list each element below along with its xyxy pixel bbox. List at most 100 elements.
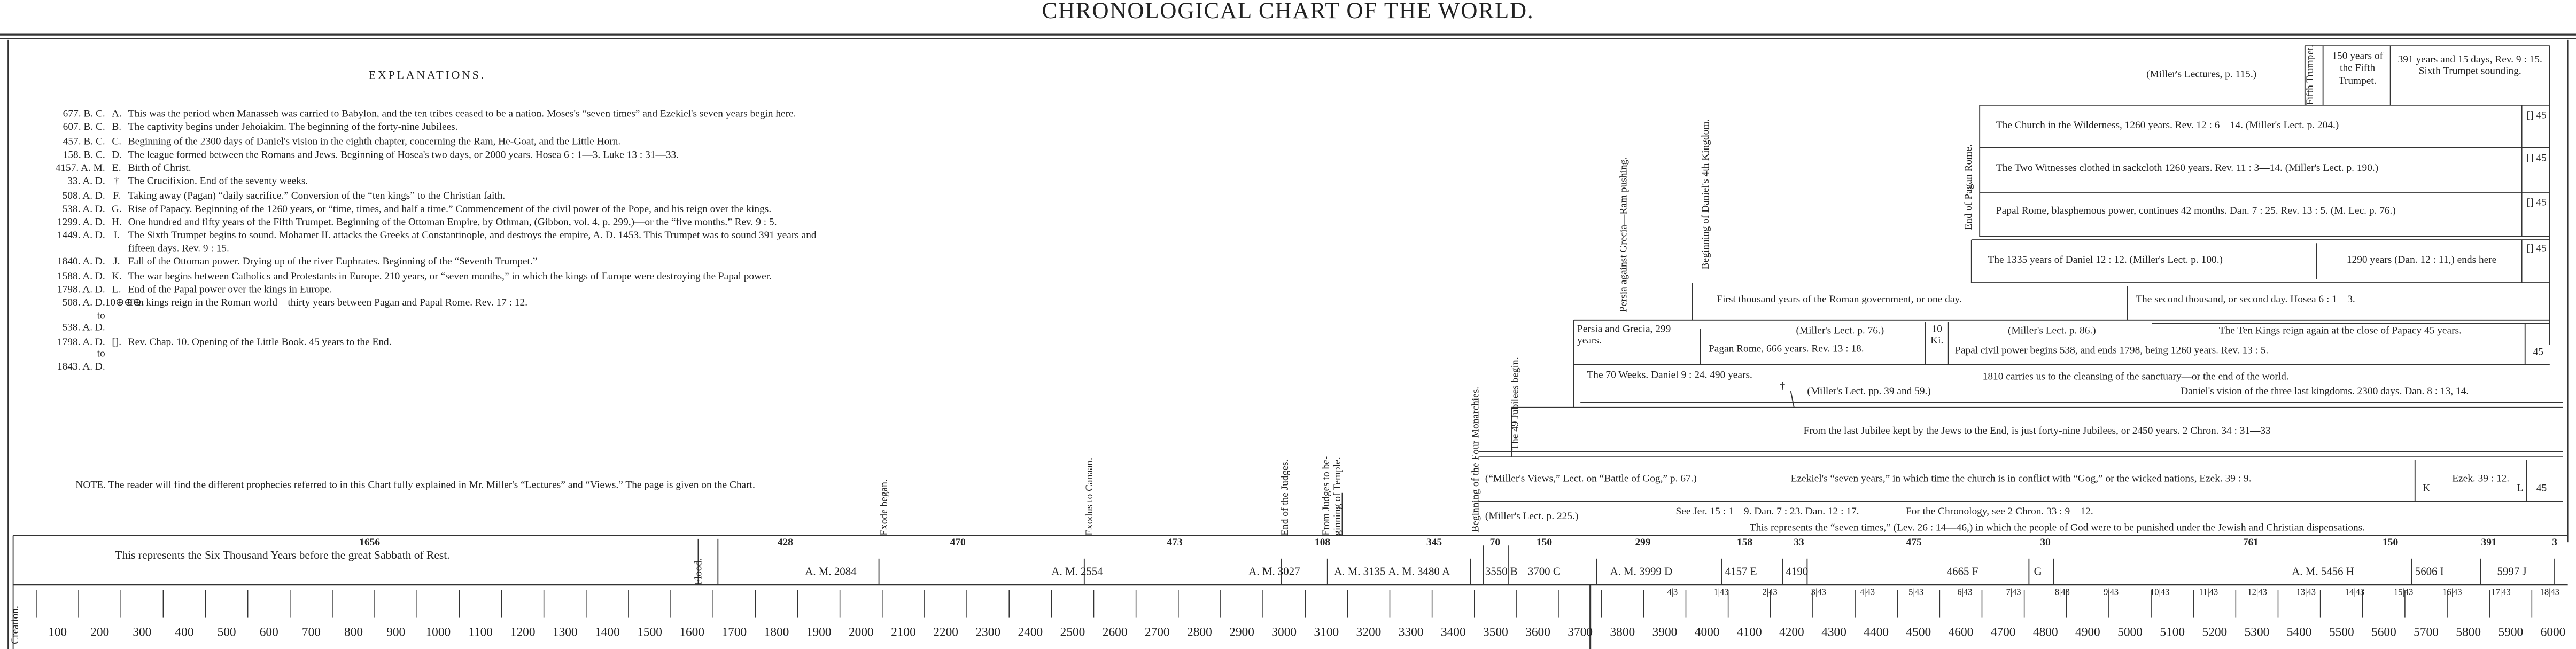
entry-code: F. [113, 190, 121, 202]
band-text: The second thousand, or second day. Hose… [2136, 294, 2355, 306]
period-years: 761 [2243, 537, 2259, 549]
vertical-label: Exodus to Canaan. [1084, 457, 1096, 536]
scale-label: 1000 [425, 624, 451, 639]
period-date: 5997 J [2497, 567, 2527, 578]
scale-label: 2000 [848, 624, 874, 639]
explanation-entry: 4157. A. M. E. Birth of Christ. [23, 163, 844, 176]
date-line: 1843. A. D. [57, 361, 105, 373]
scale-label: 4300 [1821, 624, 1846, 639]
scale-label: 1400 [595, 624, 620, 639]
entry-text: Beginning of the 2300 days of Daniel's v… [128, 135, 621, 147]
band-text: 10 Ki. [1930, 323, 1944, 348]
explanation-entry: 538. A. D. G. Rise of Papacy. Beginning of… [23, 204, 844, 216]
scale-label: 700 [301, 624, 321, 639]
fraction-label: 1|43 [1713, 588, 1729, 598]
fraction-label: 4|43 [1859, 588, 1875, 598]
period-date: A. M. 2554 [1051, 567, 1103, 578]
date-line: 538. A. D. [62, 323, 105, 334]
band-text: † [1780, 381, 1786, 393]
entry-text: Taking away (Pagan) “daily sacrifice.” C… [128, 190, 506, 202]
scale-label: 1900 [806, 624, 832, 639]
entry-text: The Crucifixion. End of the seventy week… [128, 176, 308, 188]
scale-label: 5100 [2160, 624, 2185, 639]
vertical-label: Flood. [693, 558, 705, 585]
explanation-entry: 508. A. D. to 538. A. D. 10⊕⊕⊕. Ten kings re… [23, 298, 844, 335]
band-text: (Miller's Lectures, p. 115.) [2146, 69, 2257, 81]
date-line: 1798. A. D. [57, 284, 105, 296]
scale-label: 300 [133, 624, 152, 639]
scale-label: 6000 [2540, 624, 2566, 639]
period-years: 150 [2383, 537, 2399, 549]
entry-code: J. [113, 256, 120, 269]
explanation-entry: 677. B. C. A. This was the period when Man… [23, 108, 844, 121]
scale-label: 600 [259, 624, 278, 639]
period-years: 428 [777, 537, 793, 549]
band-text: Pagan Rome, 666 years. Rev. 13 : 18. [1708, 343, 1864, 355]
scale-label: 4000 [1694, 624, 1720, 639]
band-text: Persia and Grecia, 299 years. [1577, 323, 1671, 348]
scale-label: 2200 [933, 624, 958, 639]
scale-label: 4700 [1990, 624, 2016, 639]
vertical-label: Exode began. [879, 479, 891, 536]
period-years: 1656 [359, 537, 381, 549]
scale-label: 4100 [1736, 624, 1762, 639]
band-text: 45 [2533, 347, 2543, 358]
explanation-entry: 1798. A. D. L. End of the Papal power over… [23, 284, 844, 297]
explanation-entry: 33. A. D. † The Crucifixion. End of the se… [23, 176, 844, 189]
band-text: [] 45 [2526, 110, 2547, 122]
note: NOTE. The reader will find the different… [75, 480, 755, 491]
period-date: 5606 I [2415, 567, 2444, 578]
scale-label: 2100 [891, 624, 916, 639]
period-date: A. M. 3135 [1334, 567, 1386, 578]
band-text: K [2423, 483, 2431, 495]
scale-label: 2700 [1144, 624, 1170, 639]
band-text: The Two Witnesses clothed in sackcloth 1… [1996, 162, 2379, 175]
scale-label: 5300 [2244, 624, 2270, 639]
scale-label: 4400 [1864, 624, 1889, 639]
scale-label: 1300 [552, 624, 578, 639]
scale-label: 1500 [637, 624, 662, 639]
band-text: (Miller's Lect. p. 225.) [1485, 511, 1579, 523]
vertical-label: Fifth Trumpet. [2305, 44, 2317, 105]
period-caption: This represents the Six Thousand Years b… [115, 549, 450, 562]
date-line: 158. B. C. [63, 149, 105, 161]
scale-label: 400 [175, 624, 194, 639]
scale-label: 4900 [2075, 624, 2100, 639]
scale-label: 3800 [1610, 624, 1635, 639]
period-date: 3700 C [1527, 567, 1561, 578]
entry-date: 607. B. C. [23, 122, 105, 135]
entry-text: This was the period when Manasseh was ca… [128, 108, 796, 120]
entry-code: 10⊕⊕⊕. [105, 298, 144, 309]
entry-text: Rev. Chap. 10. Opening of the Little Boo… [128, 336, 392, 348]
scale-label: 900 [386, 624, 406, 639]
fraction-label: 15|43 [2394, 588, 2414, 598]
period-date: G [2034, 567, 2042, 578]
scale-label: 200 [90, 624, 110, 639]
band-text: Ezek. 39 : 12. [2452, 473, 2510, 485]
period-date: 4190 [1786, 567, 1809, 578]
entry-text: The Sixth Trumpet begins to sound. Moham… [128, 230, 817, 255]
period-date: 3550 B [1485, 567, 1518, 578]
scale-label: 3700 [1568, 624, 1593, 639]
entry-date: 1798. A. D. to 1843. A. D. [23, 337, 105, 374]
entry-date: 33. A. D. [23, 176, 105, 189]
scale-label: 5600 [2371, 624, 2396, 639]
period-years: 30 [2040, 537, 2051, 549]
band-text: See Jer. 15 : 1—9. Dan. 7 : 23. Dan. 12 … [1675, 506, 1859, 518]
period-date: A. M. 3999 D [1610, 567, 1673, 578]
scale-label: 1800 [764, 624, 789, 639]
fraction-label: 13|43 [2296, 588, 2316, 598]
entry-code: E. [112, 162, 121, 175]
scale-label: 2900 [1229, 624, 1254, 639]
entry-text: End of the Papal power over the kings in… [128, 284, 332, 296]
band-text: Daniel's vision of the three last kingdo… [2181, 386, 2469, 398]
entry-code: † [114, 176, 120, 188]
period-date: A. M. 3027 [1248, 567, 1300, 578]
entry-text: Rise of Papacy. Beginning of the 1260 ye… [128, 203, 772, 215]
date-line: 1449. A. D. [57, 230, 105, 243]
entry-text: Fall of the Ottoman power. Drying up of … [128, 256, 538, 269]
period-years: 299 [1635, 537, 1651, 549]
band-text: 1810 carries us to the cleansing of the … [1982, 371, 2289, 383]
